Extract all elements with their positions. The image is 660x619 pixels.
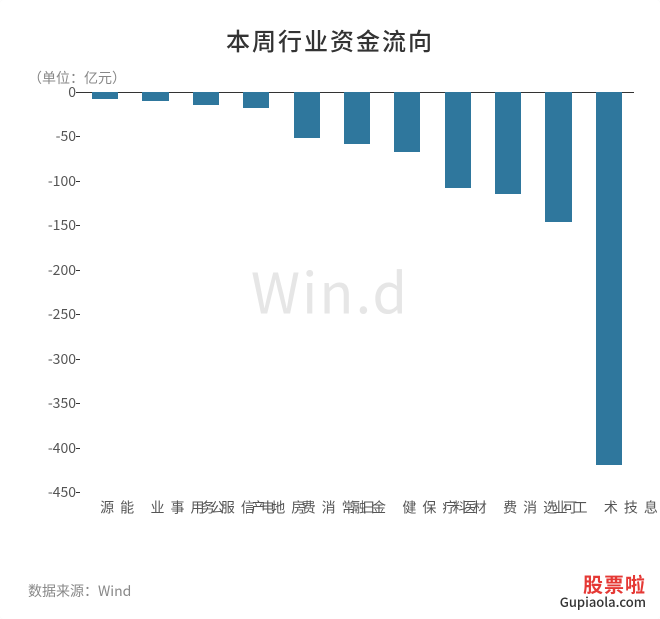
y-tick-label: -450	[36, 482, 76, 502]
bar	[294, 92, 320, 138]
logo-domain: Gupiaola.com	[560, 595, 646, 609]
y-tick-label: -400	[36, 438, 76, 458]
y-tick-mark	[76, 403, 80, 404]
bar	[243, 92, 269, 108]
data-source-label: 数据来源：Wind	[28, 581, 131, 601]
y-tick-label: -50	[36, 126, 76, 146]
category-label: 材料	[450, 500, 490, 516]
y-tick-label: -300	[36, 349, 76, 369]
y-tick-mark	[76, 225, 80, 226]
bar	[92, 92, 118, 99]
bar	[545, 92, 571, 222]
category-label: 能源	[97, 500, 137, 516]
bar	[193, 92, 219, 105]
y-tick-label: -200	[36, 260, 76, 280]
y-tick-mark	[76, 448, 80, 449]
category-label: 金融	[349, 500, 389, 516]
bar	[445, 92, 471, 188]
bar	[394, 92, 420, 152]
y-tick-label: -350	[36, 393, 76, 413]
y-tick-mark	[76, 359, 80, 360]
y-tick-mark	[76, 270, 80, 271]
bar	[344, 92, 370, 144]
category-label: 信息技术	[601, 500, 660, 516]
y-tick-mark	[76, 181, 80, 182]
chart-title: 本周行业资金流向	[0, 0, 660, 57]
bar	[596, 92, 622, 465]
y-tick-mark	[76, 492, 80, 493]
category-label: 工业	[550, 500, 590, 516]
y-tick-label: -150	[36, 215, 76, 235]
site-logo: 股票啦 Gupiaola.com	[560, 573, 646, 609]
bar	[495, 92, 521, 194]
y-tick-label: -250	[36, 304, 76, 324]
chart-container: 本周行业资金流向 （单位：亿元） Win.d 0-50-100-150-200-…	[0, 0, 660, 619]
y-tick-label: -100	[36, 171, 76, 191]
y-tick-mark	[76, 136, 80, 137]
y-tick-mark	[76, 314, 80, 315]
y-tick-mark	[76, 92, 80, 93]
plot-area: 0-50-100-150-200-250-300-350-400-450能源公用…	[80, 92, 634, 492]
bar	[142, 92, 168, 101]
y-tick-label: 0	[36, 82, 76, 102]
